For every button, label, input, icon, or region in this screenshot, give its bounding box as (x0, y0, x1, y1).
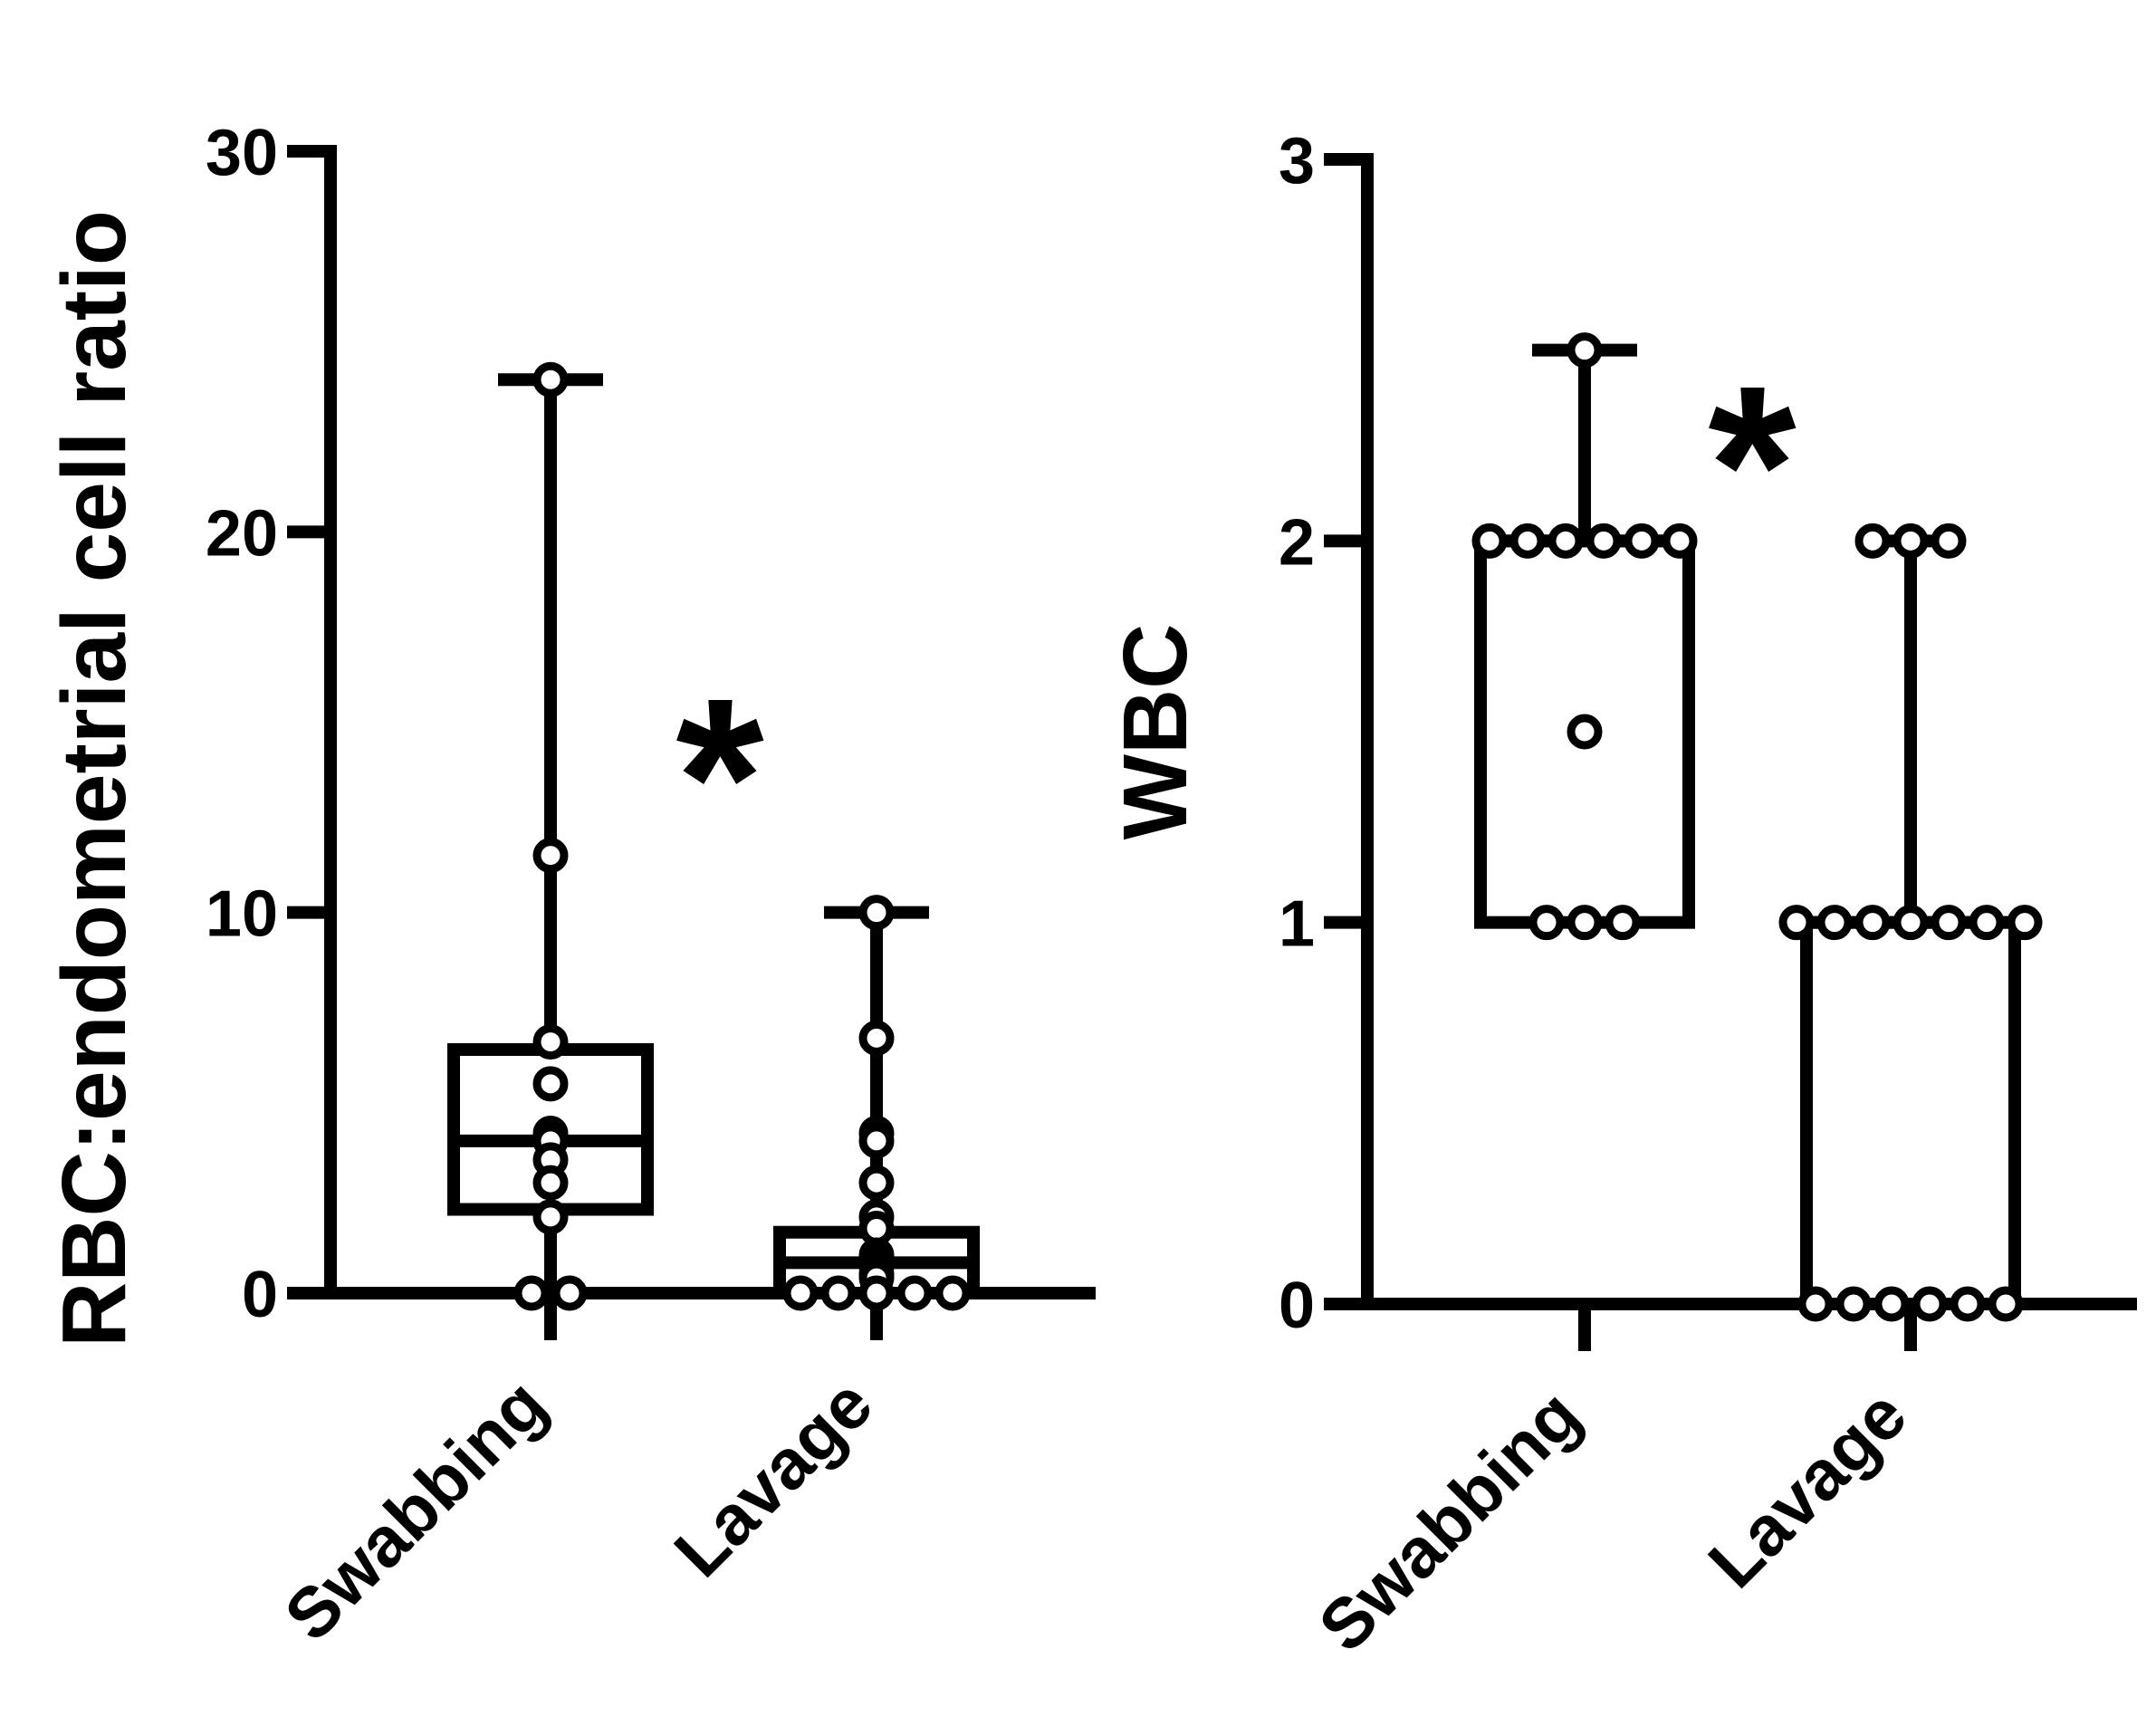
data-point (1816, 905, 1853, 941)
data-point (1567, 905, 1603, 941)
data-point (1662, 523, 1698, 559)
data-point (1854, 905, 1891, 941)
y-axis-title: WBC (1105, 624, 1206, 840)
data-point (1835, 1286, 1872, 1322)
data-point (532, 1024, 569, 1060)
x-tick-label: Lavage (659, 1364, 887, 1592)
data-point (1969, 905, 2005, 941)
data-point (532, 1066, 569, 1102)
y-axis-title: RBC:endometrial cell ratio (43, 210, 145, 1347)
y-tick-label: 0 (1279, 1270, 1315, 1342)
data-point (1624, 523, 1660, 559)
y-tick-label: 1 (1279, 888, 1315, 961)
data-point (1567, 714, 1603, 750)
data-point (1567, 332, 1603, 369)
data-point (1797, 1286, 1834, 1322)
data-point (1950, 1286, 1986, 1322)
data-point (896, 1275, 933, 1311)
data-point (1528, 905, 1565, 941)
data-point (532, 838, 569, 874)
data-point (1931, 905, 1967, 941)
data-point (858, 895, 895, 931)
x-tick-label: Swabbing (269, 1364, 561, 1656)
data-point (2007, 905, 2043, 941)
y-tick-label: 3 (1279, 125, 1315, 197)
data-point (1912, 1286, 1948, 1322)
data-point (532, 361, 569, 398)
data-point (1471, 523, 1508, 559)
data-point (858, 1165, 895, 1201)
y-tick-label: 2 (1279, 506, 1315, 579)
data-point (782, 1275, 819, 1311)
rbc-ratio-panel: 0 10 20 30 Swabbing Lavage RBC:endometrial cel… (43, 117, 1096, 1655)
data-point (1931, 523, 1967, 559)
data-point (1778, 905, 1815, 941)
x-tick-label: Swabbing (1303, 1375, 1595, 1667)
data-point (1509, 523, 1546, 559)
y-tick-label: 10 (206, 878, 278, 951)
y-tick-label: 30 (206, 117, 278, 189)
wbc-panel: 0 1 2 3 Swabbing Lavage WBC * (1105, 125, 2137, 1666)
data-point (532, 1199, 569, 1235)
data-point (1586, 523, 1622, 559)
data-point (858, 1020, 895, 1056)
data-point (532, 1165, 569, 1201)
y-tick-label: 0 (242, 1259, 278, 1331)
significance-star: * (676, 651, 764, 904)
data-point (551, 1275, 588, 1311)
data-point (934, 1275, 971, 1311)
data-point (1892, 905, 1929, 941)
x-tick-label: Lavage (1693, 1375, 1921, 1603)
data-point (1548, 523, 1584, 559)
box (1800, 916, 2021, 1311)
data-point (1605, 905, 1641, 941)
data-point (1873, 1286, 1910, 1322)
data-point (1988, 1286, 2024, 1322)
data-point (1854, 523, 1891, 559)
data-point (820, 1275, 857, 1311)
data-point (858, 1123, 895, 1159)
y-tick-label: 20 (206, 497, 278, 570)
data-point (1892, 523, 1929, 559)
data-point (513, 1275, 550, 1311)
significance-star: * (1708, 339, 1797, 591)
data-point (858, 1275, 895, 1311)
